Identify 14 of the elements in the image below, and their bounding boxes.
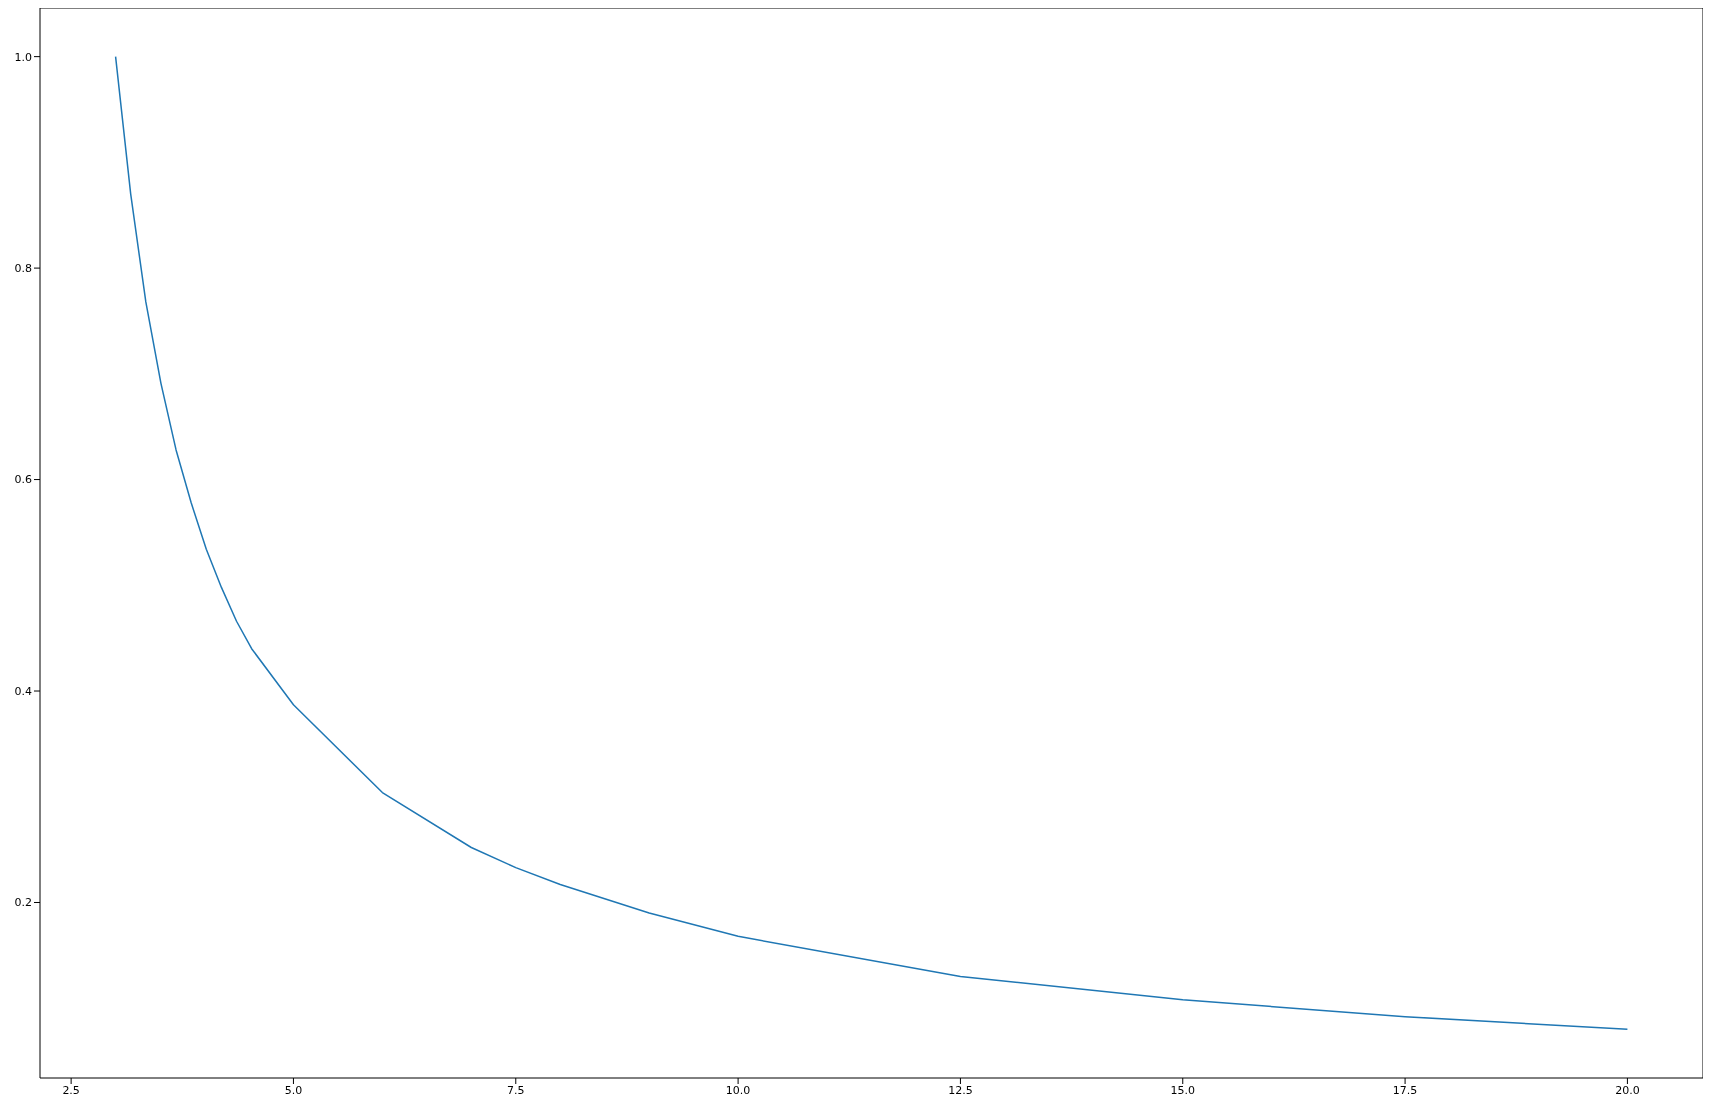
y-tick-label: 0.2 <box>14 896 32 910</box>
y-tick-label: 0.4 <box>14 684 32 698</box>
line-series <box>114 55 1629 1031</box>
x-tick-label: 7.5 <box>507 1083 525 1097</box>
y-tick-label: 0.8 <box>14 262 32 275</box>
y-tick-label: 0.6 <box>14 473 32 487</box>
x-tick-label: 2.5 <box>62 1083 80 1097</box>
x-tick-label: 20.0 <box>1615 1083 1640 1097</box>
x-tick-label: 17.5 <box>1392 1083 1418 1097</box>
y-tick-label: 1.0 <box>14 50 32 64</box>
x-tick-label: 5.0 <box>284 1083 303 1097</box>
x-tick-label: 15.0 <box>1170 1083 1196 1097</box>
x-tick-label: 10.0 <box>725 1083 751 1097</box>
x-tick-label: 12.5 <box>948 1083 973 1097</box>
